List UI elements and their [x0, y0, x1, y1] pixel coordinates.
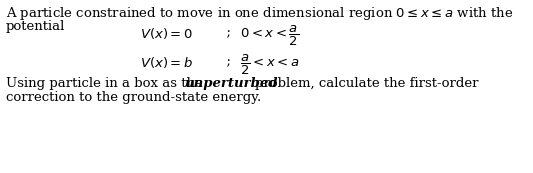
Text: unperturbed: unperturbed: [184, 77, 278, 90]
Text: A particle constrained to move in one dimensional region $0 \leq x \leq a$ with : A particle constrained to move in one di…: [6, 5, 513, 22]
Text: ;: ;: [218, 26, 239, 39]
Text: $V(x) = b$: $V(x) = b$: [140, 55, 193, 70]
Text: $0 < x < \dfrac{a}{2}$: $0 < x < \dfrac{a}{2}$: [240, 24, 299, 48]
Text: $V(x) = 0$: $V(x) = 0$: [140, 26, 193, 41]
Text: Using particle in a box as the: Using particle in a box as the: [6, 77, 207, 90]
Text: correction to the ground-state energy.: correction to the ground-state energy.: [6, 91, 261, 104]
Text: potential: potential: [6, 20, 66, 33]
Text: problem, calculate the first-order: problem, calculate the first-order: [255, 77, 479, 90]
Text: ;: ;: [218, 55, 239, 68]
Text: $\dfrac{a}{2} < x < a$: $\dfrac{a}{2} < x < a$: [240, 53, 300, 77]
